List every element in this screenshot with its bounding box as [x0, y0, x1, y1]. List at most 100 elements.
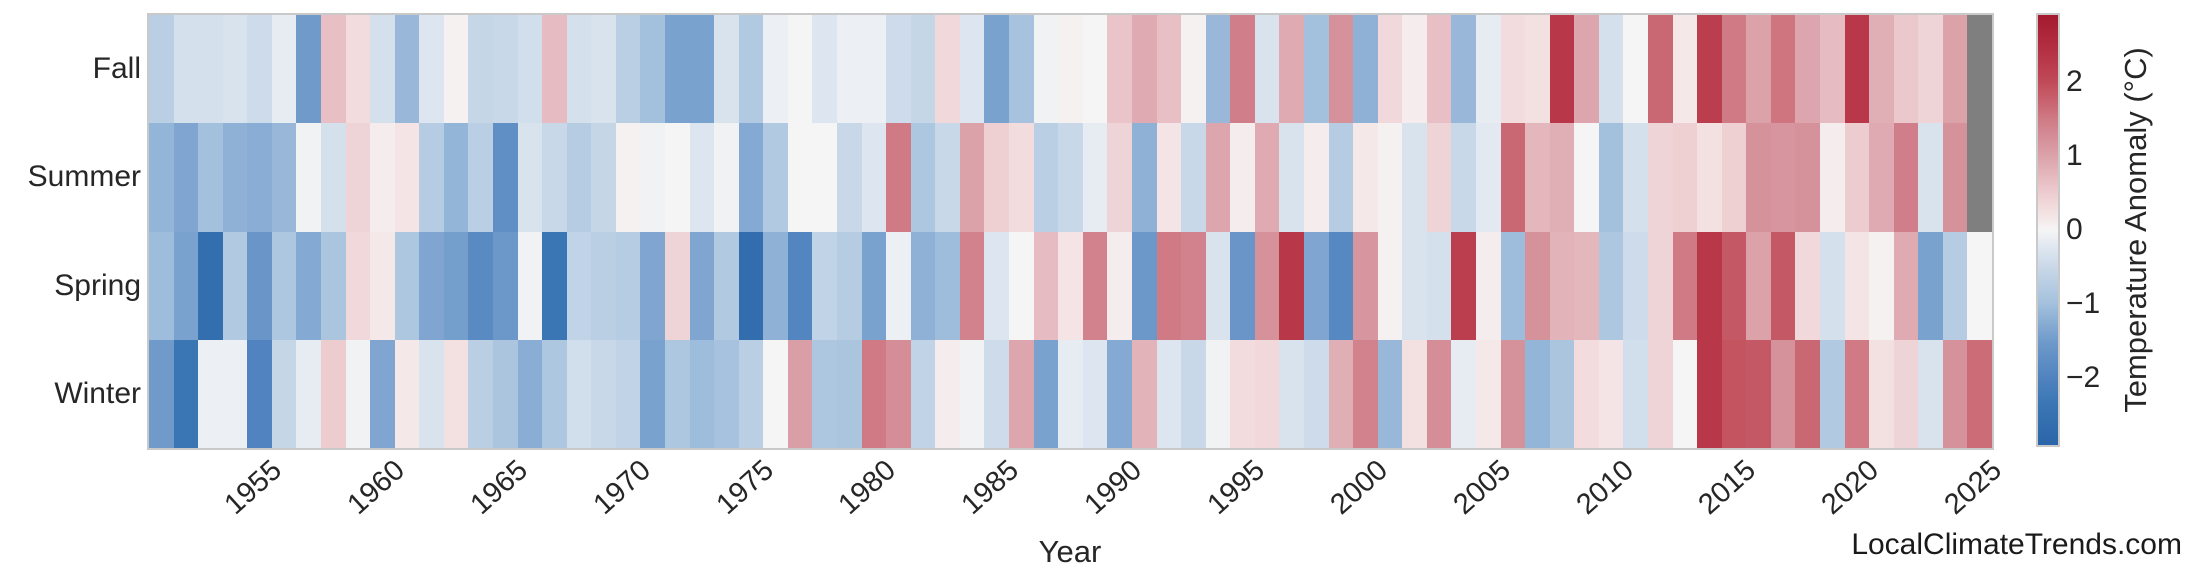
heatmap-cell: [1501, 15, 1525, 123]
heatmap-cell: [1550, 340, 1574, 448]
heatmap-cell: [1869, 15, 1894, 123]
heatmap-cell: [1107, 340, 1132, 448]
heatmap-cell: [690, 15, 714, 123]
heatmap-cell: [272, 232, 296, 340]
heatmap-cell: [1378, 340, 1402, 448]
heatmap-cell: [739, 340, 763, 448]
heatmap-cell: [690, 340, 714, 448]
heatmap-cell: [1083, 15, 1107, 123]
x-tick-label-2005: 2005: [1447, 454, 1517, 521]
colorbar: [2036, 13, 2060, 447]
heatmap-cell: [1083, 340, 1107, 448]
heatmap-cell: [862, 340, 886, 448]
heatmap-cell: [174, 123, 198, 232]
heatmap-cell: [862, 232, 886, 340]
heatmap-cell: [1525, 340, 1550, 448]
heatmap-cell: [1599, 123, 1623, 232]
heatmap-cell: [1795, 123, 1820, 232]
x-tick-label-1965: 1965: [464, 454, 534, 521]
heatmap-cell: [665, 340, 690, 448]
x-tick-label-1985: 1985: [955, 454, 1026, 521]
heatmap-cell: [1648, 232, 1673, 340]
heatmap-cell: [1722, 232, 1746, 340]
heatmap-cell: [984, 123, 1009, 232]
x-tick-label-1960: 1960: [341, 454, 411, 521]
x-tick-label-1990: 1990: [1078, 454, 1149, 521]
heatmap-cell: [640, 123, 665, 232]
heatmap-cell: [911, 15, 935, 123]
heatmap-cell: [1329, 232, 1353, 340]
heatmap-cell: [1132, 232, 1157, 340]
heatmap-cell: [1967, 340, 1992, 448]
heatmap-cell: [1894, 15, 1918, 123]
heatmap-cell: [1206, 15, 1230, 123]
heatmap-cell: [1304, 15, 1329, 123]
heatmap-cell: [1525, 15, 1550, 123]
heatmap-cell: [1771, 123, 1795, 232]
heatmap-cell: [1427, 232, 1451, 340]
heatmap-cell: [1378, 232, 1402, 340]
heatmap-cell: [346, 15, 370, 123]
heatmap-cell: [1157, 123, 1181, 232]
heatmap-cell: [1009, 232, 1034, 340]
heatmap-cell: [1746, 15, 1771, 123]
heatmap-cell: [616, 340, 640, 448]
heatmap-cell: [837, 232, 862, 340]
heatmap-cell: [370, 232, 395, 340]
heatmap-cell: [1206, 123, 1230, 232]
heatmap-cell: [591, 123, 616, 232]
y-tick-label-summer: Summer: [27, 160, 141, 193]
heatmap-cell: [1673, 123, 1697, 232]
heatmap-cell: [616, 15, 640, 123]
heatmap-cell: [1255, 15, 1279, 123]
x-tick-label-2010: 2010: [1570, 454, 1640, 521]
heatmap-cell: [1673, 340, 1697, 448]
heatmap-cell: [1771, 340, 1795, 448]
heatmap-cell: [1967, 15, 1992, 123]
heatmap-cell: [370, 340, 395, 448]
heatmap-cell: [1918, 340, 1943, 448]
heatmap-cell: [1476, 340, 1501, 448]
heatmap-cell: [1845, 123, 1869, 232]
heatmap-cell: [1083, 123, 1107, 232]
colorbar-tick-label: 0: [2066, 213, 2083, 246]
heatmap-cell: [640, 232, 665, 340]
heatmap-cell: [223, 15, 247, 123]
heatmap-cell: [567, 15, 591, 123]
heatmap-cell: [321, 15, 346, 123]
heatmap-cell: [419, 232, 444, 340]
heatmap-cell: [1353, 232, 1378, 340]
heatmap-cell: [1771, 232, 1795, 340]
heatmap-cell: [1722, 340, 1746, 448]
heatmap-cell: [1206, 232, 1230, 340]
heatmap-cell: [1722, 123, 1746, 232]
heatmap-cell: [493, 340, 518, 448]
heatmap-cell: [1402, 15, 1427, 123]
heatmap-cell: [1697, 340, 1722, 448]
heatmap-cell: [1181, 15, 1206, 123]
heatmap-cell: [1845, 340, 1869, 448]
heatmap-cell: [739, 232, 763, 340]
heatmap-cell: [1009, 340, 1034, 448]
heatmap-cell: [149, 123, 174, 232]
heatmap-cell: [1550, 15, 1574, 123]
heatmap-cell: [616, 123, 640, 232]
heatmap-cell: [960, 15, 984, 123]
heatmap-cell: [763, 340, 788, 448]
heatmap-cell: [1181, 232, 1206, 340]
heatmap-cell: [1648, 123, 1673, 232]
heatmap-cell: [1574, 123, 1599, 232]
heatmap-cell: [1329, 340, 1353, 448]
heatmap-cell: [346, 340, 370, 448]
heatmap-cell: [1574, 232, 1599, 340]
heatmap-cell: [1451, 340, 1476, 448]
heatmap-cell: [518, 123, 542, 232]
x-tick-label-1980: 1980: [832, 454, 903, 521]
y-tick-label-fall: Fall: [92, 52, 141, 85]
heatmap-cell: [1599, 232, 1623, 340]
heatmap-cell: [1746, 123, 1771, 232]
heatmap-cell: [1230, 15, 1255, 123]
heatmap-cell: [1427, 123, 1451, 232]
heatmap-cell: [714, 123, 739, 232]
heatmap-cell: [1058, 340, 1083, 448]
